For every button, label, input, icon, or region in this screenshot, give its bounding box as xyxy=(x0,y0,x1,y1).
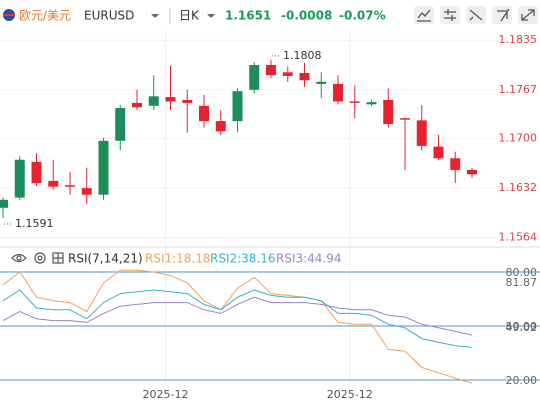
top-bar: 欧元/美元 EURUSD 日K 1.1651 -0.0008 -0.07% xyxy=(3,6,538,24)
rsi-line xyxy=(2,269,473,384)
candle-body xyxy=(316,81,327,84)
fullscreen-icon xyxy=(521,9,535,21)
marker-label: 81.87 xyxy=(506,276,538,289)
gear-icon[interactable] xyxy=(34,252,46,264)
candle-body xyxy=(98,140,109,195)
eye-icon[interactable] xyxy=(11,253,27,263)
candle-body xyxy=(148,96,159,106)
candle-body xyxy=(282,72,293,76)
candle-body xyxy=(215,121,226,132)
y-tick-label: 50.00 xyxy=(506,320,538,333)
candle-body xyxy=(266,64,276,76)
dropdown-arrow[interactable] xyxy=(151,14,159,18)
marker-label: 49.02 xyxy=(506,321,538,334)
gear-center xyxy=(37,255,43,261)
candle-body xyxy=(366,102,377,105)
candle-body xyxy=(400,118,410,120)
y-tick-label: 20.00 xyxy=(506,374,538,387)
candle-body xyxy=(31,161,42,184)
settings-icon xyxy=(444,9,456,21)
candle-body xyxy=(132,102,142,108)
candle-body xyxy=(165,97,176,102)
candle-body xyxy=(65,185,75,187)
change: -0.0008 xyxy=(281,9,332,23)
candle-body xyxy=(48,180,59,187)
candle-body xyxy=(450,158,461,170)
indicator-title: RSI(7,14,21) xyxy=(68,252,143,266)
candle-body xyxy=(416,120,427,146)
legend-entry: RSI3:44.94 xyxy=(276,252,342,266)
price: 1.1651 xyxy=(225,9,271,23)
eye-pupil xyxy=(16,255,22,261)
rsi-line xyxy=(2,296,473,336)
y-tick-label: 1.1700 xyxy=(499,132,538,145)
draw-icon xyxy=(469,9,483,21)
candle-body xyxy=(349,101,360,103)
rsi-line xyxy=(2,289,473,348)
candle-body xyxy=(182,99,193,103)
y-tick-label: 1.1835 xyxy=(499,33,538,46)
candle-body xyxy=(249,64,260,90)
candle-body xyxy=(433,146,444,159)
candle-body xyxy=(81,188,92,195)
grid-icon-lines xyxy=(53,253,63,263)
candle-body xyxy=(232,91,243,122)
legend-entry: RSI1:18.18 xyxy=(145,252,211,266)
x-tick-label: 2025-12 xyxy=(327,388,373,401)
line-icon xyxy=(417,9,431,22)
candle-body xyxy=(299,73,310,81)
candle-body xyxy=(383,99,394,125)
candle-body xyxy=(14,159,25,198)
x-tick-label: 2025-12 xyxy=(143,388,189,401)
legend-entry: RSI2:38.16 xyxy=(210,252,276,266)
y-tick-label: 1.1564 xyxy=(499,231,538,244)
tool-button[interactable] xyxy=(440,6,460,24)
compare-icon xyxy=(497,8,510,22)
candle-body xyxy=(467,169,477,175)
annotation: 1.1591 xyxy=(15,217,54,230)
y-tick-label: 80.00 xyxy=(506,266,538,279)
pair-name[interactable]: 欧元/美元 xyxy=(19,9,71,23)
y-tick-label: 1.1632 xyxy=(499,181,538,194)
dropdown-arrow[interactable] xyxy=(207,14,215,18)
symbol: EURUSD xyxy=(84,9,134,23)
candle-body xyxy=(333,83,343,102)
candle-body xyxy=(0,199,8,208)
candle-body xyxy=(115,107,126,141)
y-tick-label: 1.1767 xyxy=(499,83,538,96)
tool-button[interactable] xyxy=(492,6,512,24)
period[interactable]: 日K xyxy=(179,9,200,23)
change-pct: -0.07% xyxy=(339,9,386,23)
annotation: 1.1808 xyxy=(283,49,322,62)
candle-body xyxy=(199,105,209,122)
